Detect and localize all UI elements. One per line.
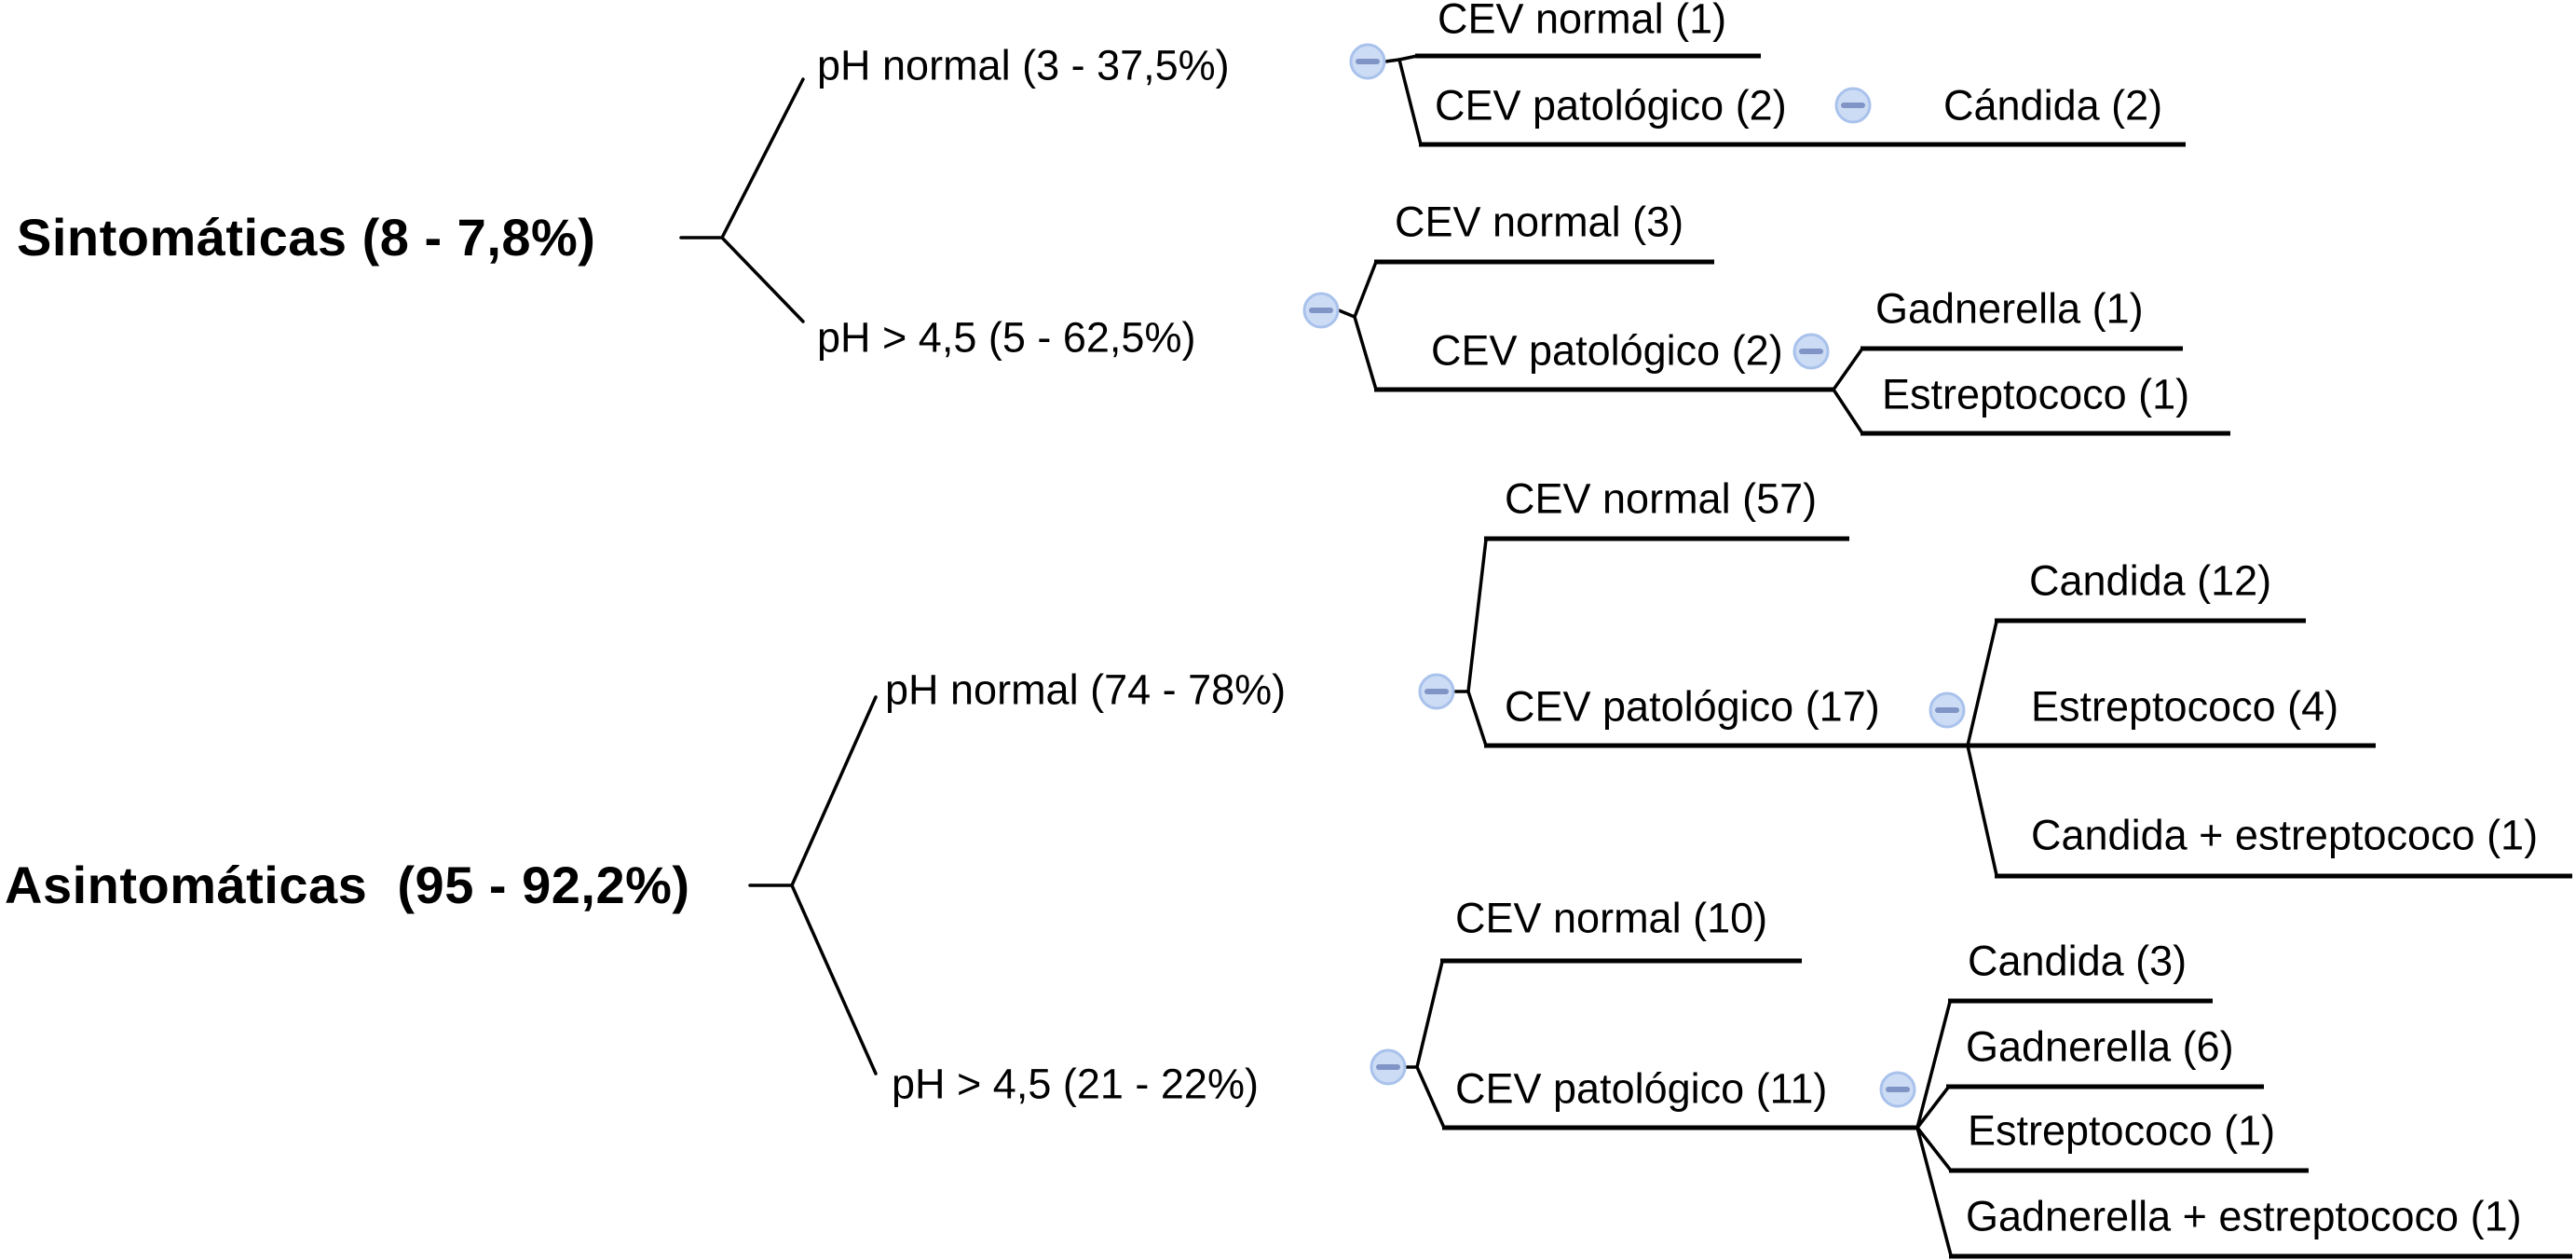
collapse-icon-ph-normal-asint[interactable] [1418, 673, 1455, 710]
node-label-candida-3: Candida (3) [1968, 937, 2188, 985]
f2-branch-up [1415, 960, 1444, 1069]
collapse-icon-ph-45-sint[interactable] [1302, 292, 1340, 329]
fan-branch-4 [1915, 1126, 1953, 1257]
fan-branch-1 [1915, 1000, 1952, 1130]
collapse-icon-cev-patologico-2b[interactable] [1792, 333, 1830, 370]
node-label-estreptococo-1b: Estreptococo (1) [1968, 1106, 2276, 1155]
node-label-candida-12: Candida (12) [2029, 556, 2272, 605]
g1-branch-down [1397, 58, 1423, 146]
root1-branch-up [720, 77, 805, 240]
node-label-ph-45-asint: pH > 4,5 (21 - 22%) [892, 1060, 1259, 1108]
collapse-icon-cev-patologico-17[interactable] [1929, 692, 1966, 729]
node-label-ph-normal-sint: pH normal (3 - 37,5%) [817, 41, 1230, 89]
node-label-cev-normal-57: CEV normal (57) [1505, 474, 1818, 523]
f1-branch-up [1466, 538, 1488, 693]
node-label-sintomaticas: Sintomáticas (8 - 7,8%) [17, 208, 596, 267]
node-label-candida-2: Cándida (2) [1943, 81, 2163, 130]
node-label-cev-normal-10: CEV normal (10) [1455, 894, 1768, 942]
node-label-estreptococo-4: Estreptococo (4) [2031, 682, 2339, 731]
node-label-estreptococo-1a: Estreptococo (1) [1882, 370, 2190, 418]
g2-branch-down [1353, 315, 1378, 391]
fan-branch-3 [1915, 1126, 1953, 1172]
root1-branch-down [720, 236, 805, 323]
node-label-gadnerella-1: Gadnerella (1) [1875, 284, 2144, 333]
node-label-cev-patologico-11: CEV patológico (11) [1455, 1064, 1828, 1113]
node-label-cev-patologico-2b: CEV patológico (2) [1431, 326, 1783, 375]
node-label-cev-normal-1: CEV normal (1) [1438, 0, 1727, 43]
collapse-icon-cev-patologico-2a[interactable] [1834, 87, 1872, 124]
node-label-gadnerella-mas-estreptococo: Gadnerella + estreptococo (1) [1966, 1192, 2522, 1240]
node-label-ph-45-sint: pH > 4,5 (5 - 62,5%) [817, 313, 1196, 362]
g2b-branch-down [1832, 388, 1864, 435]
g2-icon-stub [1337, 308, 1356, 319]
f1b-branch-down [1966, 744, 1998, 877]
node-label-candida-mas-estreptococo: Candida + estreptococo (1) [2031, 811, 2539, 859]
g2-branch-up [1353, 260, 1378, 319]
root2-branch-down [790, 883, 878, 1075]
node-label-ph-normal-asint: pH normal (74 - 78%) [885, 665, 1287, 714]
collapse-icon-cev-patologico-11[interactable] [1879, 1071, 1916, 1108]
node-label-asintomaticas: Asintomáticas (95 - 92,2%) [5, 856, 690, 915]
f2-branch-down [1415, 1065, 1446, 1130]
g1-icon-stub [1383, 58, 1401, 63]
node-label-cev-patologico-2a: CEV patológico (2) [1435, 81, 1787, 130]
collapse-icon-ph-normal-sint[interactable] [1349, 43, 1386, 80]
root2-branch-up [790, 695, 878, 887]
collapse-icon-ph-45-asint[interactable] [1370, 1048, 1407, 1086]
fan-branch-2 [1915, 1086, 1950, 1130]
g1-branch-up [1397, 54, 1419, 62]
node-label-cev-patologico-17: CEV patológico (17) [1505, 682, 1880, 731]
g2b-branch-up [1832, 347, 1864, 391]
node-label-cev-normal-3: CEV normal (3) [1395, 198, 1684, 246]
f1-branch-down [1466, 690, 1488, 747]
f1b-branch-up [1966, 620, 1998, 747]
node-label-gadnerella-6: Gadnerella (6) [1966, 1022, 2234, 1071]
